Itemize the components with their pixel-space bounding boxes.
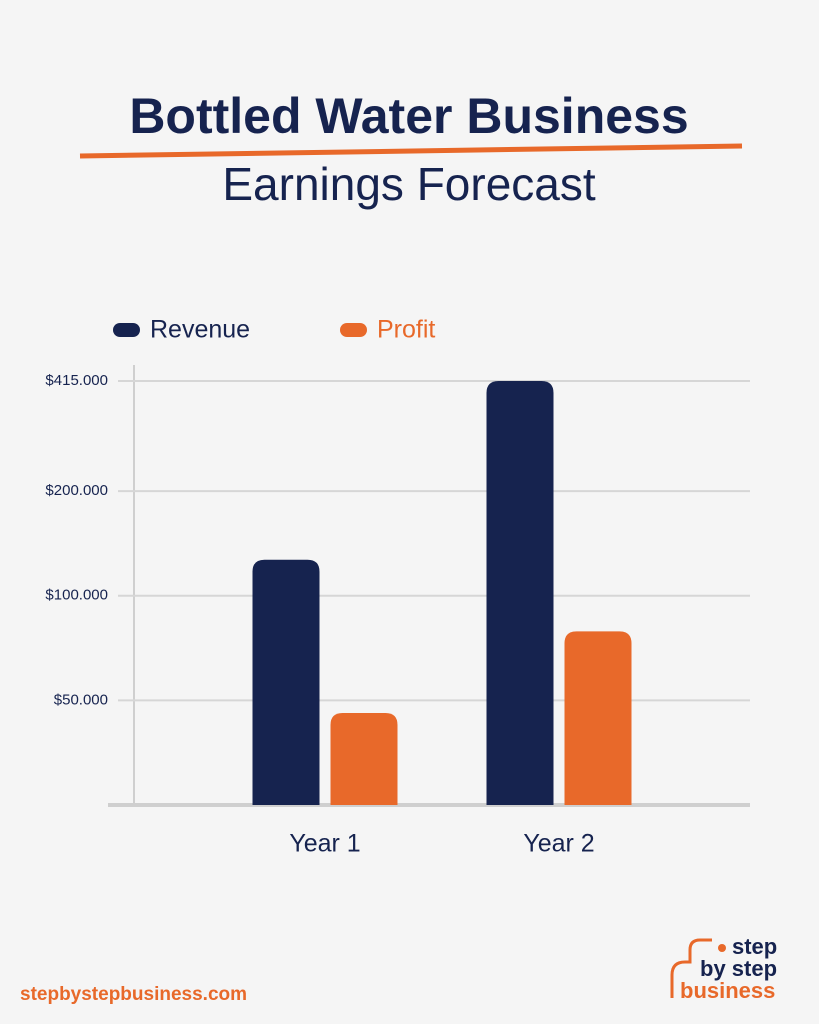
x-tick-label: Year 2 xyxy=(523,830,594,858)
bar xyxy=(564,631,632,805)
bar xyxy=(330,712,398,805)
bar xyxy=(252,559,320,805)
logo-steps xyxy=(670,938,712,998)
y-tick-label: $50.000 xyxy=(54,691,108,708)
x-tick-label: Year 1 xyxy=(289,830,360,858)
bar xyxy=(486,381,554,805)
chart-subtitle: Earnings Forecast xyxy=(222,158,595,210)
logo-text: step xyxy=(732,934,777,959)
legend-swatch xyxy=(113,323,140,337)
legend-label: Profit xyxy=(377,316,435,344)
logo-text: by step xyxy=(700,956,777,981)
chart-title: Bottled Water Business xyxy=(129,88,688,144)
logo-dot xyxy=(718,944,726,952)
title-underline xyxy=(79,143,743,159)
legend-label: Revenue xyxy=(150,316,250,344)
y-tick-label: $100.000 xyxy=(45,587,108,604)
y-tick-label: $415.000 xyxy=(45,372,108,389)
footer-website: stepbystepbusiness.com xyxy=(20,984,247,1005)
logo-text: business xyxy=(680,978,775,1003)
y-tick-label: $200.000 xyxy=(45,482,108,499)
legend-swatch xyxy=(340,323,367,337)
